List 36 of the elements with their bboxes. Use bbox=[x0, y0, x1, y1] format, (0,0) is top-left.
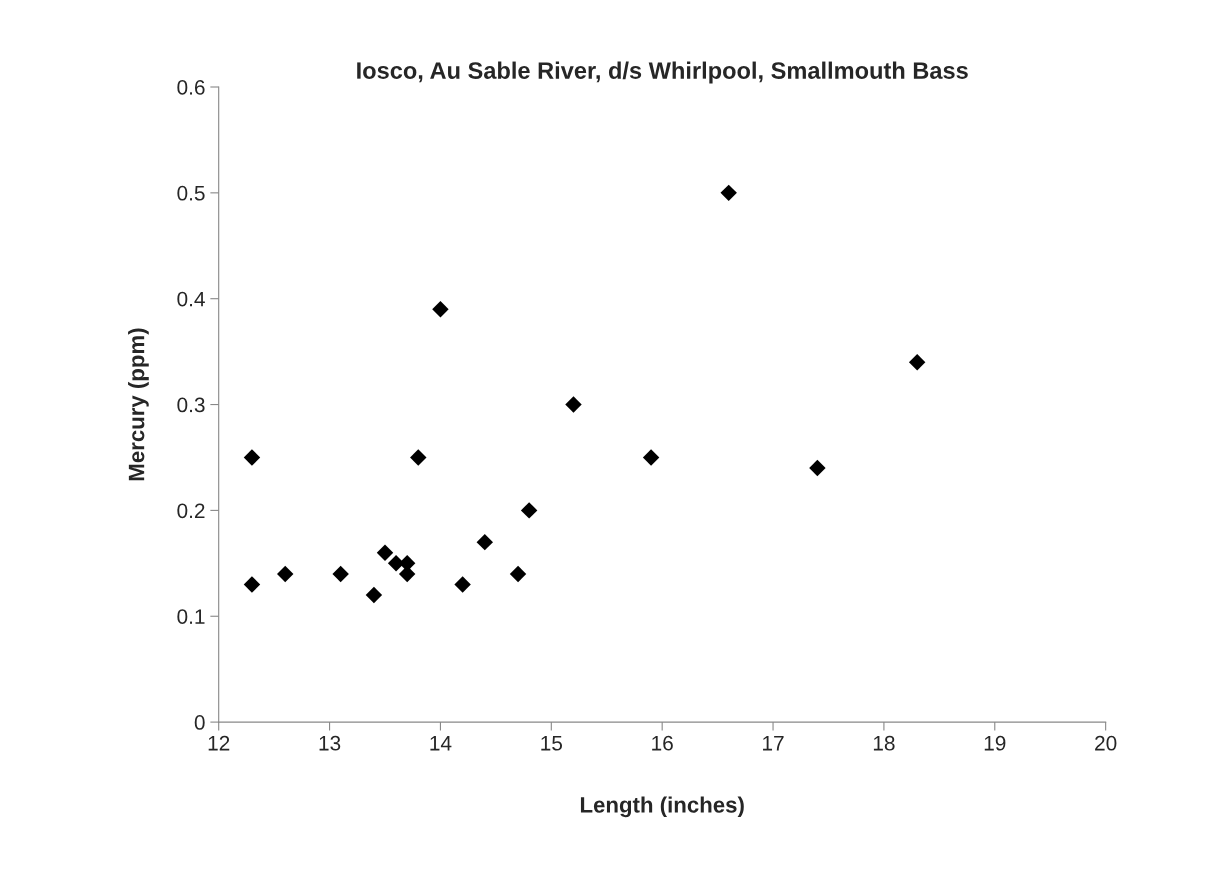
point bbox=[410, 449, 427, 466]
point bbox=[476, 533, 493, 551]
point bbox=[243, 449, 261, 466]
point bbox=[454, 576, 471, 593]
point bbox=[376, 544, 394, 561]
chart-title: Iosco, Au Sable River, d/s Whirlpool, Smallmouth Bass bbox=[357, 61, 968, 84]
x-tick-label: 17 bbox=[763, 736, 784, 751]
x-tick-label: 12 bbox=[208, 735, 230, 751]
point bbox=[277, 565, 294, 583]
y-tick-label: 0 bbox=[194, 715, 205, 730]
x-tick-label: 19 bbox=[984, 735, 1006, 751]
x-tick-label: 15 bbox=[541, 736, 563, 751]
point bbox=[565, 396, 582, 413]
x-tick-label: 16 bbox=[652, 735, 673, 751]
y-tick-label: 0.3 bbox=[177, 397, 205, 413]
point bbox=[509, 565, 527, 583]
x-tick-label: 14 bbox=[430, 736, 452, 751]
y-axis-title: Mercury (ppm) bbox=[128, 328, 149, 481]
y-tick-label: 0.4 bbox=[177, 291, 205, 307]
point bbox=[642, 449, 660, 466]
x-tick-label: 18 bbox=[873, 735, 895, 751]
x-tick-label: 13 bbox=[319, 735, 341, 751]
x-axis-title: Length (inches) bbox=[580, 796, 744, 818]
point bbox=[720, 184, 737, 202]
x-tick-label: 20 bbox=[1095, 735, 1117, 751]
point bbox=[365, 586, 383, 604]
point bbox=[432, 301, 449, 318]
point bbox=[809, 459, 826, 477]
point bbox=[332, 565, 349, 583]
y-tick-label: 0.1 bbox=[177, 609, 205, 624]
y-tick-label: 0.5 bbox=[177, 185, 205, 201]
y-tick-label: 0.6 bbox=[177, 80, 205, 95]
point bbox=[908, 353, 926, 371]
point bbox=[243, 576, 261, 593]
y-tick-label: 0.2 bbox=[177, 503, 205, 519]
point bbox=[520, 502, 538, 519]
